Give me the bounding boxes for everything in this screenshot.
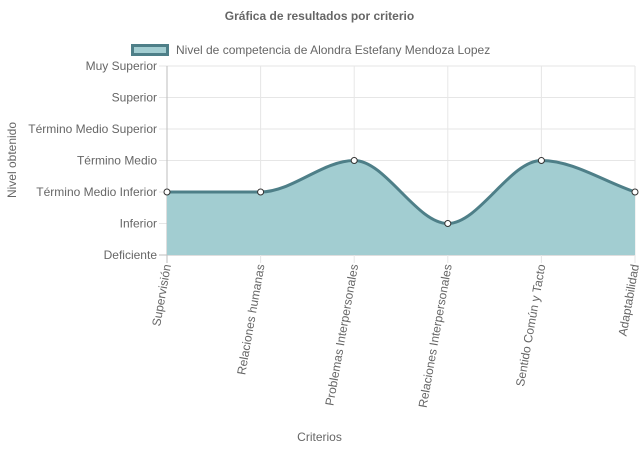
y-tick-label: Muy Superior bbox=[86, 59, 157, 73]
y-tick-label: Término Medio bbox=[77, 154, 157, 168]
data-point[interactable] bbox=[257, 188, 265, 196]
y-tick-label: Inferior bbox=[120, 217, 157, 231]
data-point[interactable] bbox=[537, 157, 545, 164]
data-point[interactable] bbox=[444, 220, 452, 227]
y-tick-label: Término Medio Superior bbox=[28, 122, 157, 136]
legend-swatch bbox=[131, 44, 169, 56]
legend-label: Nivel de competencia de Alondra Estefany… bbox=[176, 43, 491, 57]
x-tick-label: Relaciones humanas bbox=[234, 263, 267, 376]
x-tick-label: Relaciones Interpersonales bbox=[416, 263, 455, 409]
chart-title: Gráfica de resultados por criterio bbox=[224, 9, 415, 23]
x-tick-label: Supervisión bbox=[149, 263, 174, 327]
series-area-fill bbox=[167, 160, 635, 255]
data-point[interactable] bbox=[163, 188, 171, 196]
x-axis-title: Criterios bbox=[297, 430, 342, 444]
x-tick-label: Problemas Interpersonales bbox=[322, 263, 361, 407]
x-tick-label: Sentido Común y Tacto bbox=[513, 263, 548, 388]
y-tick-label: Deficiente bbox=[104, 248, 158, 262]
y-tick-label: Superior bbox=[112, 91, 157, 105]
y-tick-label: Término Medio Inferior bbox=[36, 185, 157, 199]
legend[interactable]: Nivel de competencia de Alondra Estefany… bbox=[131, 42, 490, 58]
data-point[interactable] bbox=[350, 157, 358, 164]
x-tick-label: Adaptabilidad bbox=[616, 263, 639, 337]
data-point[interactable] bbox=[631, 188, 639, 196]
